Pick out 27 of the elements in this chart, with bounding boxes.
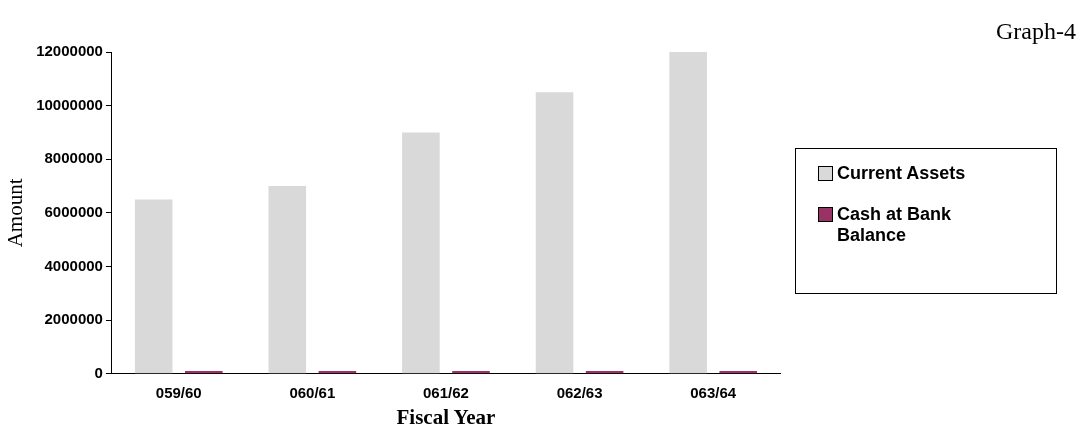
text: Graph-4: [996, 18, 1076, 45]
y-axis-title: Amount: [3, 178, 28, 248]
bar: [268, 186, 307, 374]
legend-label: Cash at Bank Balance: [837, 204, 953, 246]
bar: [585, 371, 624, 374]
y-tick-label: 12000000: [36, 42, 103, 60]
bar: [185, 371, 223, 374]
x-tick-label: 061/62: [423, 383, 469, 401]
y-tick-label: 2000000: [44, 310, 103, 328]
bar: [452, 371, 490, 374]
y-tick-label: 0: [94, 363, 103, 381]
bar: [134, 199, 173, 374]
bar: [318, 371, 357, 374]
x-tick-label: 059/60: [155, 383, 202, 401]
bar: [719, 371, 758, 374]
x-tick-label: 063/64: [690, 383, 737, 401]
bar: [402, 132, 440, 374]
y-tick-label: 10000000: [36, 95, 103, 113]
y-tick-label: 8000000: [44, 149, 103, 167]
x-axis-title: Fiscal Year: [396, 404, 496, 429]
y-tick-label: 6000000: [44, 203, 103, 221]
y-tick-label: 4000000: [44, 256, 103, 274]
legend-label: Current Assets: [837, 163, 966, 184]
bar: [535, 92, 574, 374]
bar: [669, 52, 707, 374]
x-tick-label: 060/61: [289, 383, 336, 401]
x-tick-label: 062/63: [556, 383, 603, 401]
